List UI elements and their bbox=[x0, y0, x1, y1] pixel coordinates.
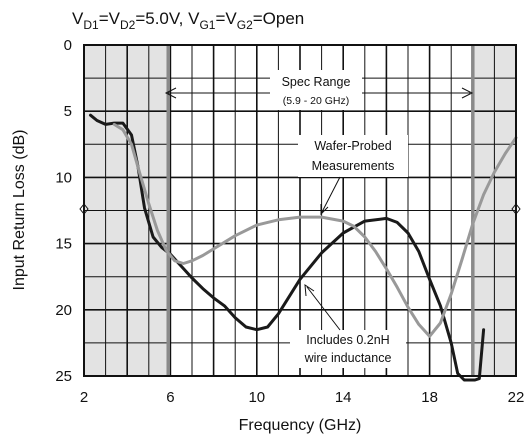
title-sub-g2: G2 bbox=[237, 18, 253, 32]
includes-label-line2: wire inductance bbox=[304, 351, 392, 365]
wafer-label-line1: Wafer-Probed bbox=[314, 139, 391, 153]
spec-arrow-left-head bbox=[164, 87, 177, 99]
x-tick-label: 22 bbox=[508, 389, 525, 406]
series-line-1 bbox=[112, 122, 518, 338]
wafer-annotation: Wafer-Probed Measurements bbox=[298, 135, 408, 216]
spec-range-box bbox=[270, 70, 362, 110]
y-tick-label: 15 bbox=[55, 236, 72, 253]
y-tick-label: 10 bbox=[55, 169, 72, 186]
plot-frame bbox=[83, 44, 517, 377]
wafer-box bbox=[298, 135, 408, 177]
y-tick-label: 5 bbox=[64, 103, 72, 120]
y-tick-label: 0 bbox=[64, 37, 72, 54]
x-axis-title: Frequency (GHz) bbox=[239, 417, 362, 434]
spec-range-annotation: Spec Range (5.9 - 20 GHz) bbox=[164, 70, 474, 110]
wafer-pointer-head bbox=[320, 204, 329, 216]
title-part-val2: =Open bbox=[253, 9, 305, 28]
includes-annotation: Includes 0.2nH wire inductance bbox=[290, 284, 406, 368]
title-part-val1: =5.0V, V bbox=[135, 9, 200, 28]
x-tick-label: 18 bbox=[421, 389, 438, 406]
title-sub-d1: D1 bbox=[83, 18, 99, 32]
includes-box bbox=[290, 330, 406, 368]
includes-pointer-head bbox=[304, 284, 315, 297]
includes-pointer-line bbox=[306, 286, 341, 331]
title-part-eq1: =V bbox=[99, 9, 121, 28]
wafer-label-line2: Measurements bbox=[312, 159, 395, 173]
x-tick-label: 14 bbox=[335, 389, 352, 406]
x-tick-label: 2 bbox=[80, 389, 88, 406]
y-tick-label: 20 bbox=[55, 302, 72, 319]
x-tick-label: 6 bbox=[166, 389, 174, 406]
x-tick-label: 10 bbox=[248, 389, 265, 406]
spec-arrow-right-head bbox=[461, 87, 474, 99]
spec-range-sublabel: (5.9 - 20 GHz) bbox=[283, 95, 350, 107]
includes-label-line1: Includes 0.2nH bbox=[306, 333, 389, 347]
right-edge-marker bbox=[511, 203, 521, 215]
title-part-eq2: =V bbox=[215, 9, 237, 28]
title-sub-g1: G1 bbox=[199, 18, 215, 32]
wafer-pointer-line bbox=[321, 176, 341, 213]
title-part-v: V bbox=[72, 9, 84, 28]
y-axis-title: Input Return Loss (dB) bbox=[11, 130, 28, 291]
chart-title: VD1=VD2=5.0V, VG1=VG2=Open bbox=[72, 9, 304, 32]
left-edge-marker bbox=[79, 203, 89, 215]
y-tick-label: 25 bbox=[55, 368, 72, 385]
title-sub-d2: D2 bbox=[120, 18, 136, 32]
spec-range-label: Spec Range bbox=[282, 75, 351, 89]
